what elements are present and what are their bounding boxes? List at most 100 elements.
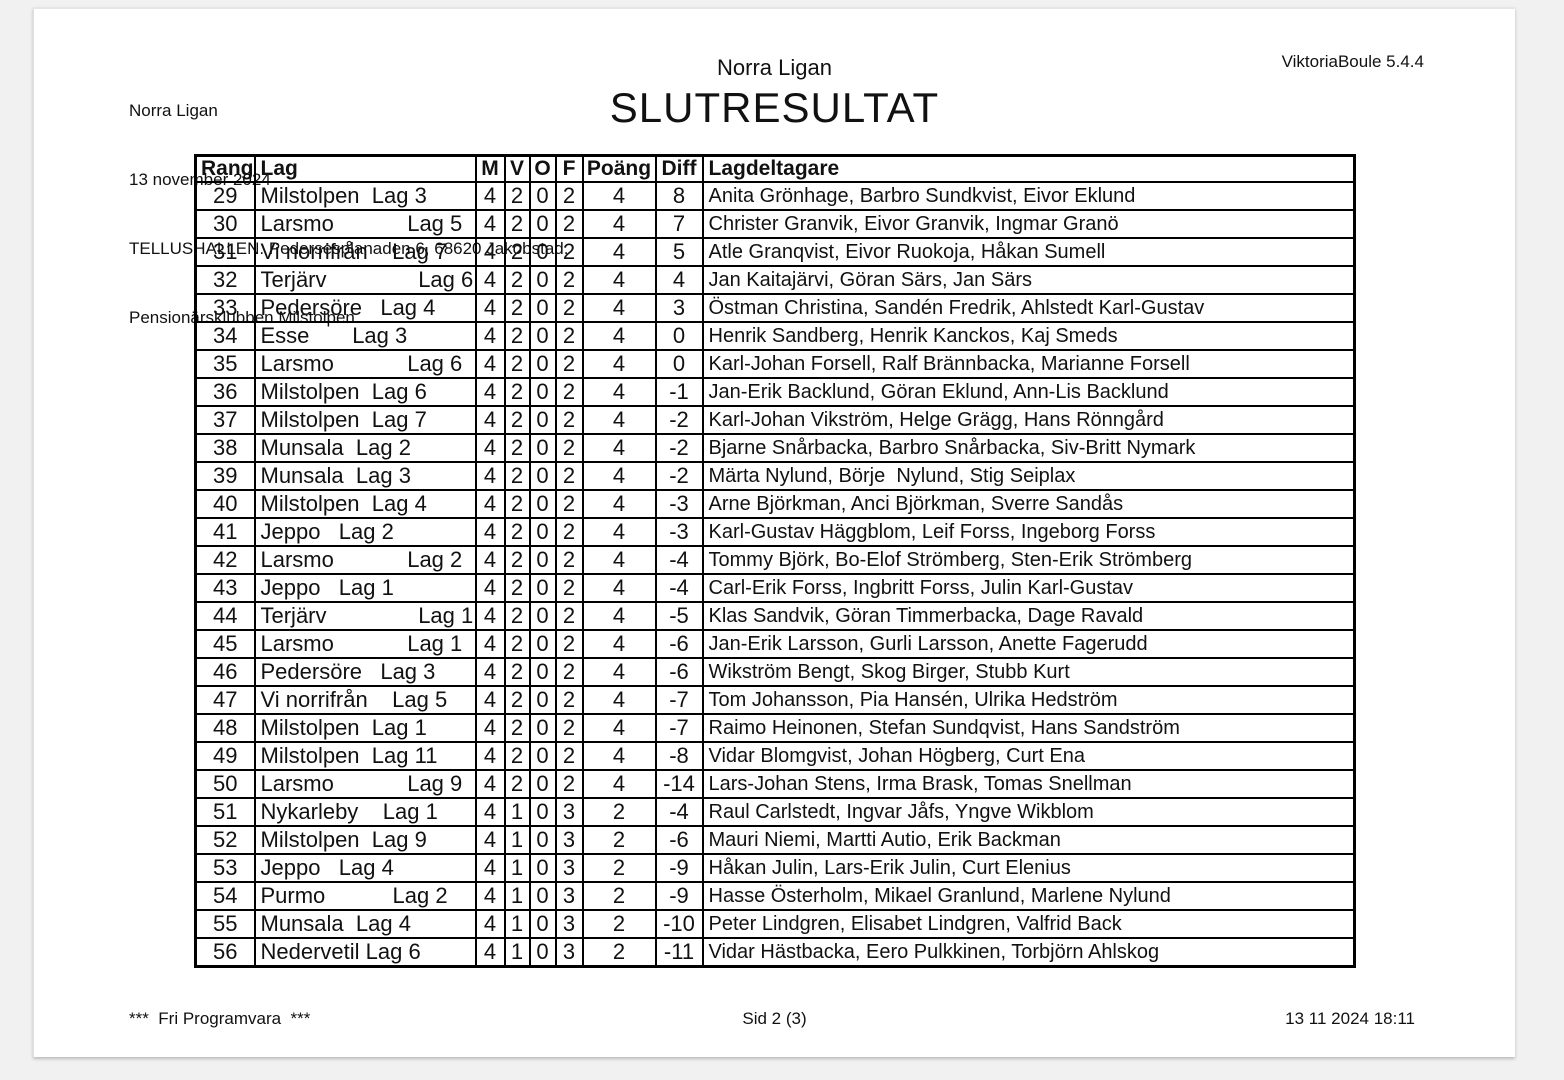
wins-cell: 2 xyxy=(503,629,531,659)
wins-cell: 2 xyxy=(503,405,531,435)
team-cell: Jeppo Lag 2 xyxy=(253,517,477,547)
points-cell: 4 xyxy=(581,237,657,267)
matches-cell: 4 xyxy=(474,713,506,743)
points-cell: 4 xyxy=(581,349,657,379)
draws-cell: 0 xyxy=(528,489,557,519)
matches-cell: 4 xyxy=(474,657,506,687)
league-title: Norra Ligan xyxy=(717,55,832,80)
team-cell: Milstolpen Lag 9 xyxy=(253,825,477,855)
points-cell: 4 xyxy=(581,433,657,463)
players-cell: Vidar Hästbacka, Eero Pulkkinen, Torbjör… xyxy=(701,937,1356,968)
matches-cell: 4 xyxy=(474,209,506,239)
players-cell: Wikström Bengt, Skog Birger, Stubb Kurt xyxy=(701,657,1356,687)
team-cell: Larsmo Lag 9 xyxy=(253,769,477,799)
column-header-diff: Diff xyxy=(654,154,704,183)
matches-cell: 4 xyxy=(474,545,506,575)
wins-cell: 2 xyxy=(503,713,531,743)
diff-cell: -5 xyxy=(654,601,704,631)
losses-cell: 2 xyxy=(554,629,584,659)
header-title-block: Norra Ligan SLUTRESULTAT xyxy=(34,55,1515,131)
rank-cell: 46 xyxy=(194,657,256,687)
players-cell: Jan Kaitajärvi, Göran Särs, Jan Särs xyxy=(701,265,1356,295)
table-row: 31 Vi norrifrån Lag 7 4 2 0 2 4 5 Atle Granqvist… xyxy=(194,237,1356,267)
matches-cell: 4 xyxy=(474,881,506,911)
column-header-lagdeltagare: Lagdeltagare xyxy=(701,154,1356,183)
losses-cell: 2 xyxy=(554,209,584,239)
matches-cell: 4 xyxy=(474,685,506,715)
table-row: 48 Milstolpen Lag 1 4 2 0 2 4 -7 Raimo Heinonen,… xyxy=(194,713,1356,743)
losses-cell: 3 xyxy=(554,909,584,939)
players-cell: Märta Nylund, Börje Nylund, Stig Seiplax xyxy=(701,461,1356,491)
team-cell: Milstolpen Lag 6 xyxy=(253,377,477,407)
table-row: 53 Jeppo Lag 4 4 1 0 3 2 -9 Håkan Julin, Lars-Er… xyxy=(194,853,1356,883)
points-cell: 4 xyxy=(581,629,657,659)
team-cell: Purmo Lag 2 xyxy=(253,881,477,911)
matches-cell: 4 xyxy=(474,349,506,379)
players-cell: Henrik Sandberg, Henrik Kanckos, Kaj Sme… xyxy=(701,321,1356,351)
table-row: 32 Terjärv Lag 6 4 2 0 2 4 4 Jan Kaitajärvi, Gör… xyxy=(194,265,1356,295)
rank-cell: 31 xyxy=(194,237,256,267)
table-row: 33 Pedersöre Lag 4 4 2 0 2 4 3 Östman Christina,… xyxy=(194,293,1356,323)
points-cell: 4 xyxy=(581,209,657,239)
results-table-body: 29 Milstolpen Lag 3 4 2 0 2 4 8 Anita Grönhage, … xyxy=(194,181,1356,968)
losses-cell: 3 xyxy=(554,937,584,968)
team-cell: Vi norrifrån Lag 7 xyxy=(253,237,477,267)
table-row: 39 Munsala Lag 3 4 2 0 2 4 -2 Märta Nylund, Börj… xyxy=(194,461,1356,491)
matches-cell: 4 xyxy=(474,293,506,323)
team-cell: Esse Lag 3 xyxy=(253,321,477,351)
matches-cell: 4 xyxy=(474,601,506,631)
points-cell: 2 xyxy=(581,881,657,911)
diff-cell: -4 xyxy=(654,797,704,827)
wins-cell: 2 xyxy=(503,265,531,295)
column-header-o: O xyxy=(528,154,557,183)
table-row: 51 Nykarleby Lag 1 4 1 0 3 2 -4 Raul Carlstedt, … xyxy=(194,797,1356,827)
matches-cell: 4 xyxy=(474,237,506,267)
table-row: 56 Nedervetil Lag 6 4 1 0 3 2 -11 Vidar Hästback… xyxy=(194,937,1356,968)
losses-cell: 2 xyxy=(554,769,584,799)
diff-cell: -11 xyxy=(654,937,704,968)
table-row: 30 Larsmo Lag 5 4 2 0 2 4 7 Christer Granvik, Ei… xyxy=(194,209,1356,239)
wins-cell: 1 xyxy=(503,881,531,911)
draws-cell: 0 xyxy=(528,825,557,855)
team-cell: Milstolpen Lag 3 xyxy=(253,181,477,211)
points-cell: 4 xyxy=(581,461,657,491)
points-cell: 2 xyxy=(581,825,657,855)
team-cell: Milstolpen Lag 11 xyxy=(253,741,477,771)
diff-cell: -10 xyxy=(654,909,704,939)
rank-cell: 55 xyxy=(194,909,256,939)
table-row: 43 Jeppo Lag 1 4 2 0 2 4 -4 Carl-Erik Forss, Ing… xyxy=(194,573,1356,603)
losses-cell: 2 xyxy=(554,321,584,351)
wins-cell: 2 xyxy=(503,489,531,519)
team-cell: Milstolpen Lag 1 xyxy=(253,713,477,743)
team-cell: Pedersöre Lag 4 xyxy=(253,293,477,323)
players-cell: Tommy Björk, Bo-Elof Strömberg, Sten-Eri… xyxy=(701,545,1356,575)
points-cell: 4 xyxy=(581,293,657,323)
losses-cell: 2 xyxy=(554,741,584,771)
table-row: 45 Larsmo Lag 1 4 2 0 2 4 -6 Jan-Erik Larsson, G… xyxy=(194,629,1356,659)
rank-cell: 54 xyxy=(194,881,256,911)
points-cell: 4 xyxy=(581,741,657,771)
players-cell: Karl-Gustav Häggblom, Leif Forss, Ingebo… xyxy=(701,517,1356,547)
points-cell: 4 xyxy=(581,377,657,407)
draws-cell: 0 xyxy=(528,629,557,659)
wins-cell: 1 xyxy=(503,797,531,827)
draws-cell: 0 xyxy=(528,713,557,743)
draws-cell: 0 xyxy=(528,433,557,463)
rank-cell: 45 xyxy=(194,629,256,659)
rank-cell: 34 xyxy=(194,321,256,351)
team-cell: Terjärv Lag 6 xyxy=(253,265,477,295)
matches-cell: 4 xyxy=(474,377,506,407)
diff-cell: -7 xyxy=(654,685,704,715)
losses-cell: 2 xyxy=(554,573,584,603)
players-cell: Christer Granvik, Eivor Granvik, Ingmar … xyxy=(701,209,1356,239)
players-cell: Lars-Johan Stens, Irma Brask, Tomas Snel… xyxy=(701,769,1356,799)
points-cell: 4 xyxy=(581,657,657,687)
rank-cell: 42 xyxy=(194,545,256,575)
rank-cell: 48 xyxy=(194,713,256,743)
players-cell: Klas Sandvik, Göran Timmerbacka, Dage Ra… xyxy=(701,601,1356,631)
wins-cell: 2 xyxy=(503,545,531,575)
table-row: 55 Munsala Lag 4 4 1 0 3 2 -10 Peter Lindgren, E… xyxy=(194,909,1356,939)
results-table: Rang Lag M V O F Poäng Diff Lagdeltagare… xyxy=(194,154,1356,968)
points-cell: 4 xyxy=(581,321,657,351)
wins-cell: 1 xyxy=(503,909,531,939)
